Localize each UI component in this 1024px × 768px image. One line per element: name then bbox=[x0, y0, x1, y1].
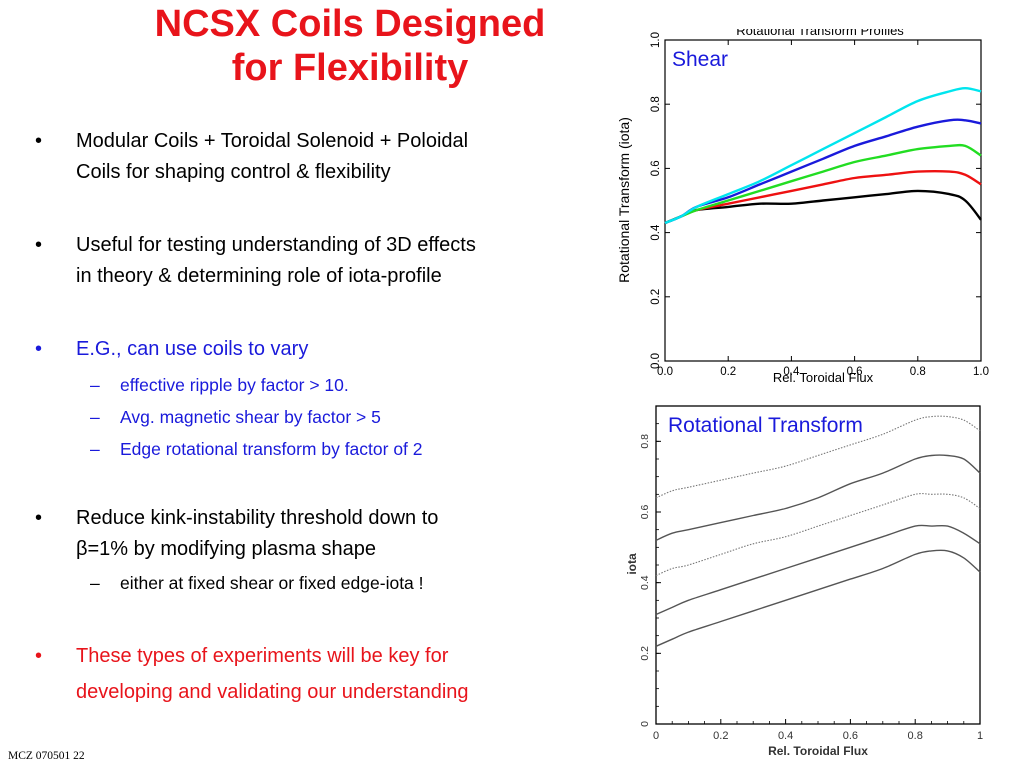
series-line bbox=[655, 524, 981, 616]
bullet-text: Useful for testing understanding of 3D e… bbox=[76, 234, 476, 256]
y-tick-label: 1.0 bbox=[650, 32, 662, 48]
y-tick-label: 0.8 bbox=[639, 434, 651, 449]
y-axis-label: iota bbox=[625, 553, 639, 575]
bullet-text: These types of experiments will be key f… bbox=[76, 645, 449, 667]
rotational-transform-profiles-chart: Rotational Transform Profiles 0.0 0.2 0.4 0… bbox=[616, 23, 989, 385]
title-line-1: NCSX Coils Designed bbox=[154, 3, 546, 45]
plot-frame bbox=[655, 405, 981, 725]
x-tick-label: 0.4 bbox=[778, 730, 793, 742]
bullet-item-2: • Useful for testing understanding of 3D… bbox=[35, 230, 476, 292]
x-tick-label: 0.2 bbox=[713, 730, 728, 742]
x-tick-label: 1.0 bbox=[973, 366, 989, 378]
bullet-item-3: • E.G., can use coils to vary bbox=[35, 334, 309, 365]
sub-bullet-text: Edge rotational transform by factor of 2 bbox=[120, 439, 423, 459]
y-axis-label: Rotational Transform (iota) bbox=[616, 117, 632, 283]
sub-bullet-text: effective ripple by factor > 10. bbox=[120, 375, 349, 395]
bullet-text: β=1% by modifying plasma shape bbox=[76, 538, 376, 560]
x-tick-label: 0.6 bbox=[843, 730, 858, 742]
y-tick-label: 0.2 bbox=[650, 289, 662, 305]
y-tick-label: 0.6 bbox=[639, 505, 651, 520]
bullet-marker: • bbox=[35, 234, 43, 256]
sub-bullet-item: – effective ripple by factor > 10. bbox=[90, 369, 349, 401]
title-line-2: for Flexibility bbox=[231, 47, 469, 89]
series-line bbox=[664, 87, 982, 225]
bullet-item-5: • These types of experiments will be key… bbox=[35, 638, 469, 710]
dash-marker: – bbox=[90, 573, 100, 593]
sub-bullet-text: either at fixed shear or fixed edge-iota… bbox=[120, 573, 424, 593]
slide-footer: MCZ 070501 22 bbox=[8, 750, 85, 762]
y-tick-label: 0.8 bbox=[650, 96, 662, 112]
x-tick-label: 0.2 bbox=[720, 366, 736, 378]
x-axis-label: Rel. Toroidal Flux bbox=[773, 370, 874, 385]
x-tick-label: 0.6 bbox=[847, 366, 863, 378]
dash-marker: – bbox=[90, 407, 100, 427]
bullet-item-4: • Reduce kink-instability threshold down… bbox=[35, 503, 439, 565]
bullet-text: in theory & determining role of iota-pro… bbox=[76, 265, 442, 287]
y-tick-label: 0.2 bbox=[639, 646, 651, 661]
x-tick-label: 0 bbox=[653, 730, 659, 742]
bullet-marker: • bbox=[35, 338, 43, 360]
x-tick-label: 1 bbox=[977, 730, 983, 742]
x-tick-label: 0.4 bbox=[783, 366, 800, 378]
y-tick-label: 0.6 bbox=[650, 160, 662, 176]
bullet-list: • Modular Coils + Toroidal Solenoid + Po… bbox=[35, 126, 476, 710]
bullet-text: E.G., can use coils to vary bbox=[76, 338, 309, 360]
sub-bullet-item: – either at fixed shear or fixed edge-io… bbox=[90, 567, 424, 599]
bullet-text: developing and validating our understand… bbox=[76, 681, 469, 703]
slide-title: NCSX Coils Designed for Flexibility bbox=[100, 2, 600, 90]
sub-bullet-item: – Avg. magnetic shear by factor > 5 bbox=[90, 401, 381, 433]
bullet-item-1: • Modular Coils + Toroidal Solenoid + Po… bbox=[35, 126, 469, 188]
x-tick-label: 0.0 bbox=[657, 366, 673, 378]
series-line bbox=[655, 493, 981, 577]
y-tick-label: 0.0 bbox=[650, 353, 662, 369]
series-line bbox=[655, 454, 981, 541]
y-tick-label: 0 bbox=[639, 721, 651, 727]
series-line bbox=[655, 549, 981, 647]
shear-label: Shear bbox=[672, 48, 728, 71]
bullet-text: Coils for shaping control & flexibility bbox=[76, 161, 391, 183]
bullet-marker: • bbox=[35, 130, 43, 152]
y-tick-label: 0.4 bbox=[650, 224, 662, 241]
x-tick-label: 0.8 bbox=[908, 730, 923, 742]
series-line bbox=[655, 415, 981, 499]
bullet-text: Reduce kink-instability threshold down t… bbox=[76, 507, 439, 529]
series-line bbox=[664, 143, 982, 225]
chart-title: Rotational Transform Profiles bbox=[736, 23, 904, 38]
x-tick-label: 0.8 bbox=[910, 366, 926, 378]
dash-marker: – bbox=[90, 439, 100, 459]
x-axis-label: Rel. Toroidal Flux bbox=[768, 744, 868, 758]
sub-bullet-item: – Edge rotational transform by factor of… bbox=[90, 433, 423, 465]
bullet-marker: • bbox=[35, 507, 43, 529]
rotational-transform-chart: 0 0.2 0.4 0.6 0.8 1 0 0.2 0.4 0.6 0.8 Rotational T… bbox=[625, 405, 983, 758]
dash-marker: – bbox=[90, 375, 100, 395]
bullet-text: Modular Coils + Toroidal Solenoid + Polo… bbox=[76, 130, 469, 152]
rotational-transform-label: Rotational Transform bbox=[668, 414, 863, 437]
y-tick-label: 0.4 bbox=[639, 575, 651, 590]
bullet-marker: • bbox=[35, 645, 43, 667]
sub-bullet-text: Avg. magnetic shear by factor > 5 bbox=[120, 407, 381, 427]
